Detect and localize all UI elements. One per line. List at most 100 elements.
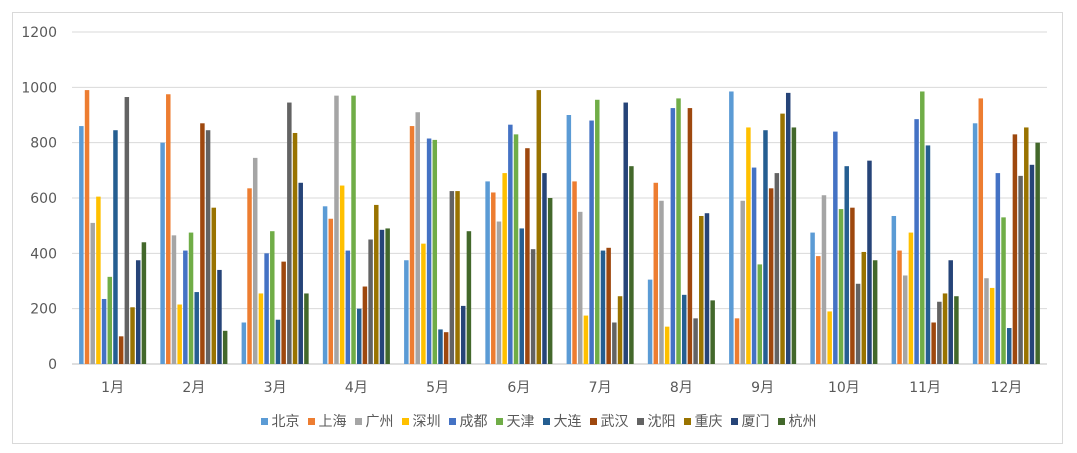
x-tick-label: 3月 (264, 380, 287, 396)
bar (872, 260, 878, 364)
bar (460, 305, 466, 364)
bar (902, 275, 908, 364)
bar (995, 173, 1001, 364)
legend-swatch (777, 417, 785, 425)
bar (1029, 164, 1035, 364)
bar (328, 218, 334, 364)
bar (421, 243, 426, 364)
y-tick-label: 600 (30, 191, 57, 207)
bar (606, 247, 611, 364)
bar (135, 260, 141, 364)
bar (855, 283, 861, 364)
bar (629, 166, 634, 364)
bar (850, 207, 855, 364)
bar (183, 250, 188, 364)
bar (379, 229, 385, 364)
bar (768, 188, 774, 364)
bar (989, 287, 995, 364)
bar (496, 221, 502, 364)
legend-swatch (683, 417, 691, 425)
x-tick-label: 10月 (828, 380, 860, 396)
bar (542, 173, 547, 364)
y-tick-label: 0 (48, 357, 57, 373)
bar (914, 119, 919, 365)
bar (600, 250, 606, 364)
bar (449, 191, 455, 364)
y-tick-label: 1000 (21, 80, 57, 96)
y-tick-label: 200 (30, 302, 57, 318)
bar (704, 213, 710, 364)
legend-swatch (730, 417, 738, 425)
bar (547, 198, 553, 364)
bar (356, 308, 362, 364)
bar (432, 139, 438, 364)
bar (623, 102, 628, 365)
x-axis-ticks: 1月 2月 3月 4月 5月 6月 7月 8月 9月 10月 11月 12月 (101, 380, 1022, 396)
bar (844, 166, 849, 364)
bar (368, 239, 373, 364)
bar (676, 98, 681, 365)
bar (937, 301, 942, 364)
legend-item: 上海 (307, 411, 347, 431)
bar (339, 185, 345, 364)
bar (362, 286, 368, 364)
bar (160, 142, 165, 364)
legend-item: 天津 (495, 411, 535, 431)
bar (687, 108, 693, 364)
legend-label: 杭州 (788, 414, 817, 430)
bar (710, 300, 715, 364)
bar (925, 145, 931, 364)
bar (583, 315, 589, 364)
bar (177, 304, 182, 364)
legend-item: 厦门 (730, 411, 770, 431)
bar (1035, 142, 1040, 364)
bar (681, 294, 687, 364)
bar (438, 329, 443, 364)
bar (466, 231, 472, 364)
bar (525, 148, 530, 364)
bar (130, 307, 135, 364)
gridlines (72, 31, 1047, 365)
legend-swatch (636, 417, 644, 425)
bar (264, 253, 269, 364)
bar (211, 207, 217, 364)
bar (757, 264, 763, 364)
bar (664, 326, 670, 364)
bar (816, 256, 821, 364)
bar (612, 322, 617, 364)
bar (1018, 175, 1023, 364)
bar (1024, 127, 1029, 364)
legend-item: 杭州 (777, 411, 817, 431)
bar (972, 123, 978, 364)
legend-swatch (307, 417, 315, 425)
x-tick-label: 8月 (670, 380, 693, 396)
legend-swatch (495, 417, 503, 425)
legend-item: 大连 (542, 411, 582, 431)
bar (79, 126, 84, 364)
bar (595, 99, 600, 364)
bar (491, 192, 496, 364)
legend-label: 成都 (459, 414, 488, 430)
bar (867, 160, 872, 364)
bar (821, 195, 827, 364)
bar (566, 115, 572, 364)
x-tick-label: 5月 (426, 380, 449, 396)
bar (270, 231, 275, 364)
bar (746, 127, 751, 364)
bar (345, 250, 351, 364)
legend-swatch (260, 417, 268, 425)
bar (699, 215, 704, 364)
legend-label: 深圳 (412, 414, 441, 430)
bars (79, 90, 1040, 365)
bar (351, 95, 356, 364)
bar (577, 211, 583, 364)
bar (404, 260, 409, 364)
bar (948, 260, 953, 364)
bar (322, 206, 328, 364)
bar (751, 167, 757, 364)
bar (589, 120, 594, 364)
bar (838, 209, 844, 364)
bar (513, 134, 519, 364)
legend-item: 深圳 (401, 411, 441, 431)
bar (409, 126, 415, 364)
